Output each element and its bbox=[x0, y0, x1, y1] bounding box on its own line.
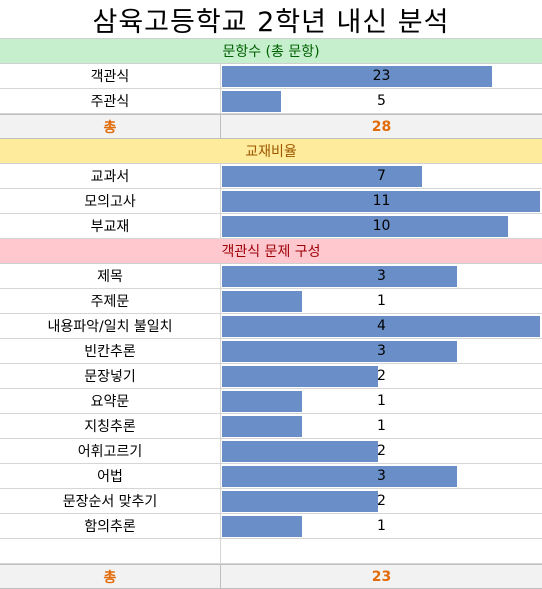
data-row[interactable]: 주제문 1 bbox=[0, 289, 542, 314]
value-cell[interactable]: 1 bbox=[221, 414, 542, 438]
row-label: 지칭추론 bbox=[0, 414, 221, 438]
data-bar bbox=[222, 341, 457, 362]
row-label: 제목 bbox=[0, 264, 221, 288]
column-divider bbox=[220, 539, 221, 563]
data-bar bbox=[222, 291, 302, 312]
row-label: 어법 bbox=[0, 464, 221, 488]
data-row[interactable]: 어휘고르기 2 bbox=[0, 439, 542, 464]
row-label: 문장넣기 bbox=[0, 364, 221, 388]
data-row[interactable]: 빈칸추론 3 bbox=[0, 339, 542, 364]
data-row[interactable]: 교과서 7 bbox=[0, 164, 542, 189]
row-value: 1 bbox=[377, 393, 386, 409]
total-value: 28 bbox=[371, 118, 392, 135]
row-value: 4 bbox=[377, 318, 386, 334]
row-label: 빈칸추론 bbox=[0, 339, 221, 363]
data-bar bbox=[222, 191, 540, 212]
value-cell[interactable]: 1 bbox=[221, 289, 542, 313]
row-value: 3 bbox=[377, 268, 386, 284]
row-value: 2 bbox=[377, 493, 386, 509]
total-row[interactable]: 총 28 bbox=[0, 114, 542, 139]
data-bar bbox=[222, 516, 302, 537]
value-cell[interactable]: 2 bbox=[221, 364, 542, 388]
data-bar bbox=[222, 466, 457, 487]
section-header-composition: 객관식 문제 구성 bbox=[0, 239, 542, 264]
value-cell[interactable]: 5 bbox=[221, 89, 542, 113]
data-bar bbox=[222, 391, 302, 412]
row-value: 1 bbox=[377, 518, 386, 534]
total-value: 23 bbox=[371, 568, 392, 585]
data-bar bbox=[222, 416, 302, 437]
data-bar bbox=[222, 216, 508, 237]
row-value: 2 bbox=[377, 443, 386, 459]
row-label: 교과서 bbox=[0, 164, 221, 188]
data-bar bbox=[222, 491, 378, 512]
data-bar bbox=[222, 66, 492, 87]
data-bar bbox=[222, 316, 540, 337]
row-value: 7 bbox=[377, 168, 386, 184]
value-cell[interactable]: 7 bbox=[221, 164, 542, 188]
row-label: 주제문 bbox=[0, 289, 221, 313]
total-label: 총 bbox=[0, 115, 221, 138]
value-cell[interactable]: 1 bbox=[221, 389, 542, 413]
data-bar bbox=[222, 166, 422, 187]
total-row[interactable]: 총 23 bbox=[0, 564, 542, 589]
value-cell[interactable]: 3 bbox=[221, 339, 542, 363]
row-value: 10 bbox=[372, 218, 391, 234]
row-value: 1 bbox=[377, 293, 386, 309]
row-label: 함의추론 bbox=[0, 514, 221, 538]
data-row[interactable]: 함의추론 1 bbox=[0, 514, 542, 539]
value-cell[interactable]: 2 bbox=[221, 489, 542, 513]
row-value: 3 bbox=[377, 343, 386, 359]
row-value: 11 bbox=[372, 193, 391, 209]
data-row[interactable]: 지칭추론 1 bbox=[0, 414, 542, 439]
total-label: 총 bbox=[0, 565, 221, 588]
data-row[interactable]: 객관식 23 bbox=[0, 64, 542, 89]
row-label: 주관식 bbox=[0, 89, 221, 113]
data-bar bbox=[222, 266, 457, 287]
empty-row[interactable] bbox=[0, 539, 542, 564]
row-value: 1 bbox=[377, 418, 386, 434]
value-cell[interactable]: 3 bbox=[221, 264, 542, 288]
row-value: 5 bbox=[377, 93, 386, 109]
row-label: 객관식 bbox=[0, 64, 221, 88]
data-row[interactable]: 문장넣기 2 bbox=[0, 364, 542, 389]
data-row[interactable]: 문장순서 맞추기 2 bbox=[0, 489, 542, 514]
data-bar bbox=[222, 366, 378, 387]
row-label: 요약문 bbox=[0, 389, 221, 413]
data-row[interactable]: 제목 3 bbox=[0, 264, 542, 289]
row-value: 23 bbox=[372, 68, 391, 84]
data-row[interactable]: 모의고사 11 bbox=[0, 189, 542, 214]
value-cell[interactable]: 10 bbox=[221, 214, 542, 238]
value-cell[interactable]: 4 bbox=[221, 314, 542, 338]
data-bar bbox=[222, 91, 281, 112]
value-cell[interactable]: 23 bbox=[221, 64, 542, 88]
section-header-materials: 교재비율 bbox=[0, 139, 542, 164]
value-cell[interactable]: 11 bbox=[221, 189, 542, 213]
row-value: 2 bbox=[377, 368, 386, 384]
row-label: 모의고사 bbox=[0, 189, 221, 213]
row-label: 문장순서 맞추기 bbox=[0, 489, 221, 513]
data-row[interactable]: 부교재 10 bbox=[0, 214, 542, 239]
section-header-questions: 문항수 (총 문항) bbox=[0, 39, 542, 64]
value-cell[interactable]: 2 bbox=[221, 439, 542, 463]
data-row[interactable]: 주관식 5 bbox=[0, 89, 542, 114]
data-row[interactable]: 내용파악/일치 불일치 4 bbox=[0, 314, 542, 339]
data-bar bbox=[222, 441, 378, 462]
row-label: 내용파악/일치 불일치 bbox=[0, 314, 221, 338]
row-value: 3 bbox=[377, 468, 386, 484]
value-cell[interactable]: 3 bbox=[221, 464, 542, 488]
row-label: 부교재 bbox=[0, 214, 221, 238]
data-row[interactable]: 요약문 1 bbox=[0, 389, 542, 414]
row-label: 어휘고르기 bbox=[0, 439, 221, 463]
page-title: 삼육고등학교 2학년 내신 분석 bbox=[0, 0, 542, 39]
value-cell[interactable]: 1 bbox=[221, 514, 542, 538]
data-row[interactable]: 어법 3 bbox=[0, 464, 542, 489]
